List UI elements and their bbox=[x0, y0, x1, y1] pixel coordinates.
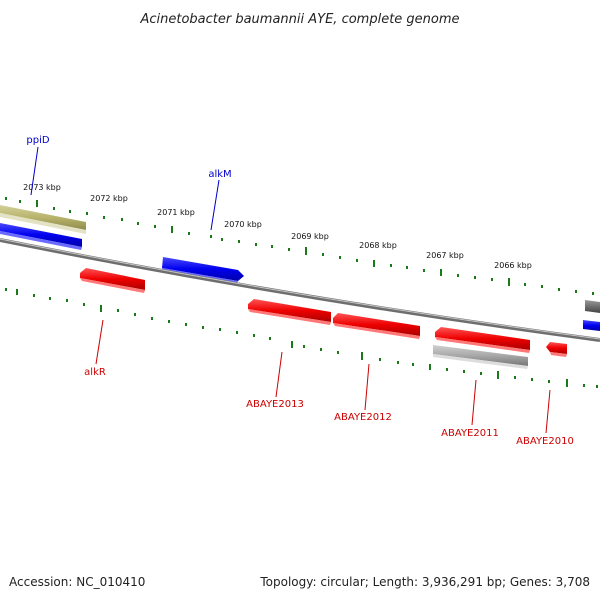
tick-label-2067: 2067 kbp bbox=[426, 251, 464, 260]
map-title: Acinetobacter baumannii AYE, complete ge… bbox=[139, 12, 459, 27]
feature-blue-right[interactable] bbox=[583, 320, 600, 331]
gene-label-ABAYE2013[interactable]: ABAYE2013 bbox=[246, 399, 304, 410]
gene-label-alkR[interactable]: alkR bbox=[84, 367, 106, 378]
gene-ABAYE2010-feature[interactable] bbox=[546, 342, 567, 357]
gene-ppiD-feature[interactable] bbox=[0, 223, 82, 250]
gene-label-alkM[interactable]: alkM bbox=[208, 169, 231, 180]
feature-dark-right[interactable] bbox=[585, 300, 600, 313]
upper-tick-track bbox=[5, 197, 594, 295]
leader-ABAYE2010 bbox=[545, 389, 551, 434]
tick-label-2072: 2072 kbp bbox=[90, 194, 128, 203]
gene-ABAYE2012-feature[interactable] bbox=[333, 313, 420, 339]
leader-ABAYE2011 bbox=[471, 379, 477, 426]
gene-label-ABAYE2010[interactable]: ABAYE2010 bbox=[516, 436, 574, 447]
leader-ppiD bbox=[30, 146, 39, 196]
tick-label-2068: 2068 kbp bbox=[359, 241, 397, 250]
gene-ABAYE2013-feature[interactable] bbox=[248, 299, 331, 325]
leader-alkM bbox=[210, 179, 220, 231]
topology-text: Topology: circular; Length: 3,936,291 bp… bbox=[259, 575, 590, 589]
feature-olive[interactable] bbox=[0, 205, 86, 234]
leader-ABAYE2012 bbox=[364, 363, 370, 411]
tick-label-2071: 2071 kbp bbox=[157, 208, 195, 217]
accession-text: Accession: NC_010410 bbox=[9, 575, 145, 589]
tick-label-2066: 2066 kbp bbox=[494, 261, 532, 270]
tick-label-2070: 2070 kbp bbox=[224, 220, 262, 229]
genome-backbone bbox=[0, 238, 600, 342]
feature-gray[interactable] bbox=[433, 345, 528, 369]
tick-label-2073: 2073 kbp bbox=[23, 183, 61, 192]
gene-label-ABAYE2012[interactable]: ABAYE2012 bbox=[334, 412, 392, 423]
leader-lines bbox=[30, 146, 551, 434]
gene-alkR-feature[interactable] bbox=[80, 268, 145, 293]
tick-label-2069: 2069 kbp bbox=[291, 232, 329, 241]
lower-tick-track bbox=[5, 288, 598, 388]
leader-ABAYE2013 bbox=[275, 351, 283, 398]
leader-alkR bbox=[95, 319, 104, 365]
gene-label-ABAYE2011[interactable]: ABAYE2011 bbox=[441, 428, 499, 439]
gene-label-ppiD[interactable]: ppiD bbox=[26, 135, 49, 146]
gene-ABAYE2011-feature[interactable] bbox=[435, 327, 530, 353]
